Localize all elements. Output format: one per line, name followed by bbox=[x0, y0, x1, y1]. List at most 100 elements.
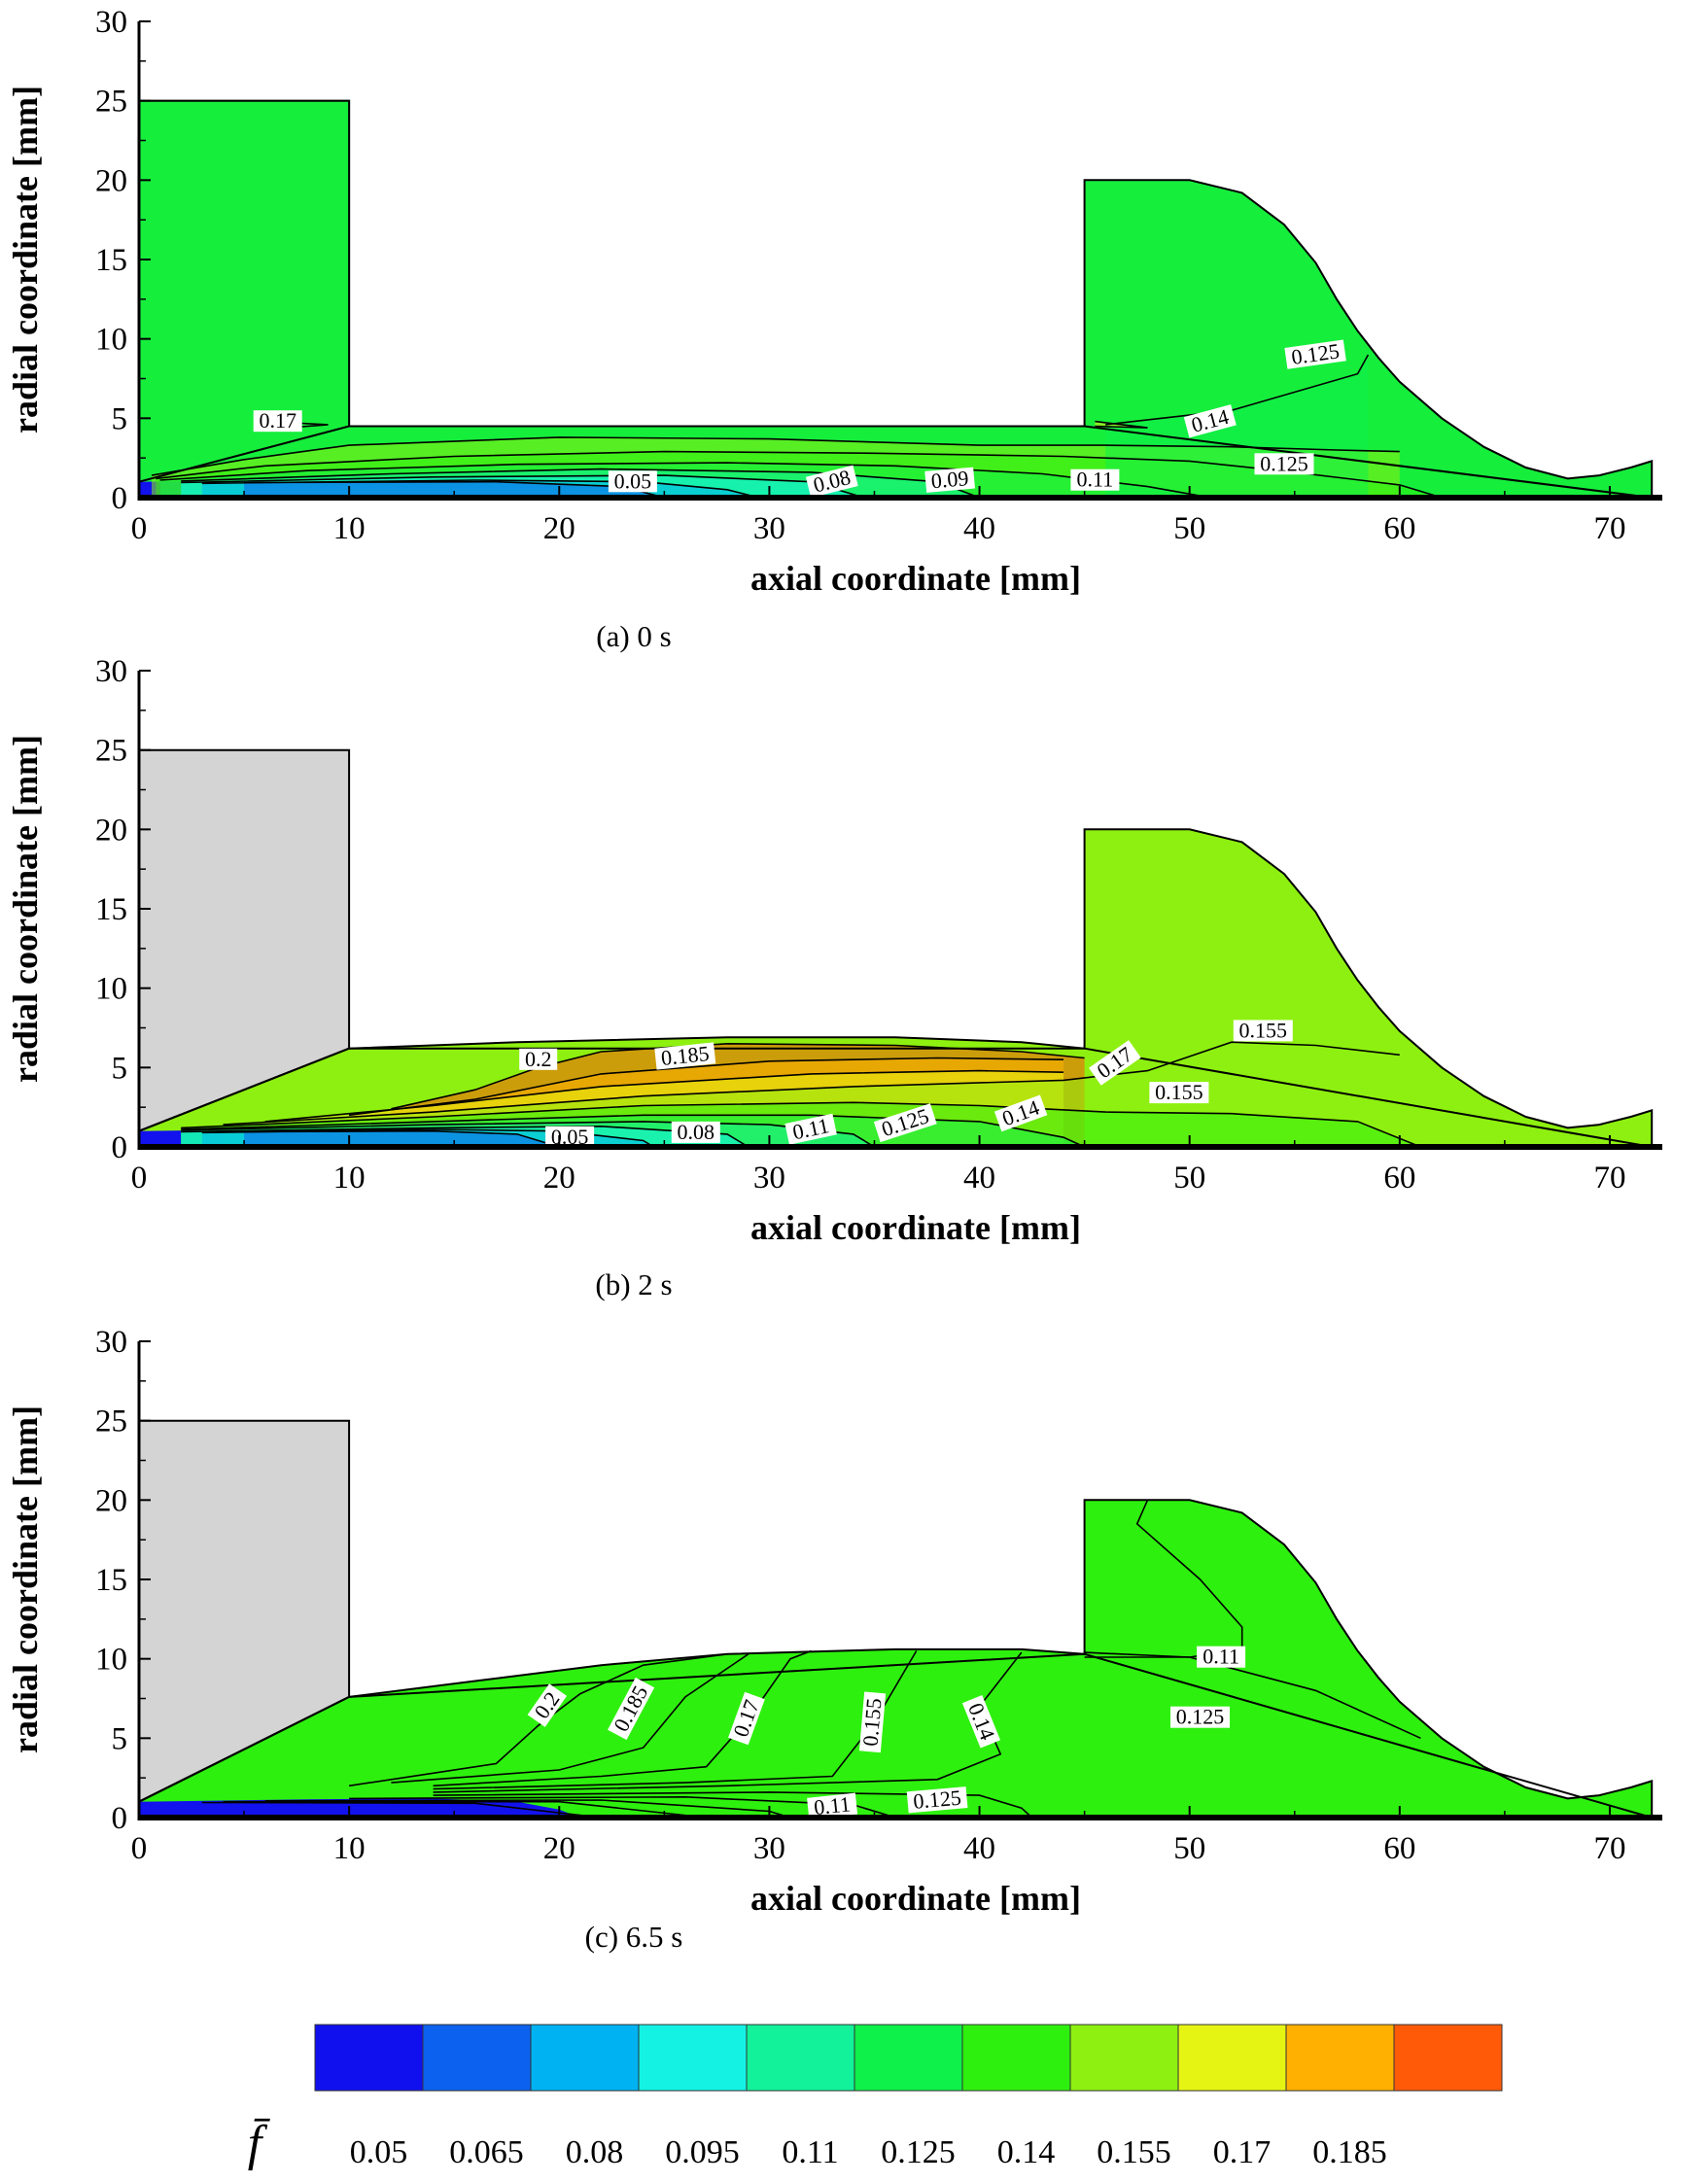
panel-c-contour-label-3: 0.155 bbox=[857, 1691, 887, 1753]
colorbar-swatch-3 bbox=[638, 2024, 748, 2092]
panel-b-contour-line-7 bbox=[181, 1125, 749, 1148]
panel-c-contour-label-bg-1 bbox=[608, 1677, 655, 1741]
panel-b-contour-label-text-4: 0.155 bbox=[1155, 1080, 1203, 1104]
panel-b-contour-label-bg-8 bbox=[671, 1121, 720, 1143]
panel-c-interface-line bbox=[138, 1652, 1653, 1819]
panel-c-contour-label-5: 0.11 bbox=[1197, 1645, 1246, 1669]
panel-b-interface-line bbox=[138, 1047, 1653, 1148]
panel-b-contour-line-5 bbox=[181, 1114, 1085, 1148]
panel-b-contour-label-3: 0.155 bbox=[1233, 1018, 1293, 1042]
panel-a-contour-label-6: 0.09 bbox=[924, 466, 975, 493]
colorbar-swatch-7 bbox=[1069, 2024, 1179, 2092]
colorbar-swatch-5 bbox=[854, 2024, 963, 2092]
panel-b-y-tick-label-1: 5 bbox=[112, 1051, 128, 1086]
panel-a-contour-label-1: 0.125 bbox=[1284, 338, 1346, 369]
panel-c-x-tick-label-6: 60 bbox=[1383, 1831, 1415, 1866]
panel-c-x-tick-label-1: 10 bbox=[333, 1831, 366, 1866]
panel-a-y-axis-title: radial coordinate [mm] bbox=[6, 86, 45, 433]
panel-a-x-tick-label-4: 40 bbox=[963, 511, 995, 546]
panel-c-contour-label-bg-0 bbox=[527, 1683, 568, 1727]
colorbar-swatch-10 bbox=[1393, 2024, 1503, 2092]
panel-b-contour-line-9 bbox=[244, 1129, 560, 1148]
panel-b-x-tick-label-6: 60 bbox=[1383, 1161, 1415, 1196]
panel-b-band-9 bbox=[244, 1130, 560, 1147]
panel-c-x-tick-label-0: 0 bbox=[131, 1831, 148, 1866]
panel-a-contour-label-bg-7 bbox=[1070, 468, 1120, 491]
panel-c-contour-label-bg-6 bbox=[1170, 1706, 1230, 1728]
panel-c-domain-fill bbox=[138, 1499, 1654, 1819]
panel-a-x-tick-label-2: 20 bbox=[543, 511, 575, 546]
panel-c-x-tick-label-2: 20 bbox=[543, 1831, 575, 1866]
panel-b-contour-label-bg-6 bbox=[873, 1103, 937, 1143]
panel-a-contour-label-3: 0.125 bbox=[1254, 451, 1314, 475]
panel-a-y-tick-label-2: 10 bbox=[95, 323, 127, 358]
panel-a-x-tick-label-3: 30 bbox=[753, 511, 785, 546]
panel-a-contour-label-0: 0.17 bbox=[253, 408, 302, 433]
panel-a-contour-label-text-4: 0.05 bbox=[614, 468, 652, 493]
panel-a-contour-label-text-3: 0.125 bbox=[1260, 451, 1308, 475]
colorbar-swatch-4 bbox=[746, 2024, 855, 2092]
colorbar: f̄ 0.05 0.065 0.08 0.095 0.11 0.125 0.14 0.155 0… bbox=[248, 2024, 1503, 2171]
panel-a-contour-label-7: 0.11 bbox=[1070, 468, 1120, 492]
panel-c-x-tick-label-3: 30 bbox=[753, 1831, 785, 1866]
panel-c-contour-line-0 bbox=[348, 1653, 728, 1787]
panel-a-y-tick-label-3: 15 bbox=[95, 243, 127, 278]
panel-b-contour-label-bg-5 bbox=[993, 1094, 1048, 1132]
panel-a-contour-label-bg-4 bbox=[608, 470, 657, 493]
colorbar-tick-label-2: 0.08 bbox=[566, 2134, 624, 2170]
colorbar-swatch-2 bbox=[530, 2024, 640, 2092]
panel-b-contour-label-8: 0.08 bbox=[671, 1120, 720, 1144]
panel-b-x-tick-label-5: 50 bbox=[1173, 1161, 1205, 1196]
panel-a-y-tick-label-4: 20 bbox=[95, 163, 127, 198]
panel-c-x-tick-label-4: 40 bbox=[963, 1831, 995, 1866]
panel-c-contour-line-2 bbox=[433, 1649, 812, 1787]
panel-c-y-tick-label-3: 15 bbox=[95, 1563, 127, 1598]
panel-b-y-tick-label-2: 10 bbox=[95, 972, 127, 1007]
panel-c-contour-label-bg-5 bbox=[1197, 1646, 1246, 1668]
colorbar-tick-label-0: 0.05 bbox=[350, 2134, 408, 2170]
panel-c-contour-label-4: 0.14 bbox=[961, 1694, 1001, 1749]
panel-b-contour-line-1 bbox=[349, 1057, 1064, 1117]
panel-c-contour-label-bg-2 bbox=[728, 1691, 765, 1746]
colorbar-tick-label-1: 0.065 bbox=[449, 2134, 524, 2170]
colorbar-tick-label-7: 0.155 bbox=[1097, 2134, 1171, 2170]
panel-b-y-axis-title: radial coordinate [mm] bbox=[6, 735, 45, 1083]
colorbar-tick-label-4: 0.11 bbox=[782, 2134, 838, 2170]
panel-c-contour-label-bg-3 bbox=[858, 1691, 887, 1753]
panel-b-contour-label-bg-1 bbox=[654, 1042, 716, 1070]
panel-c-contour-line-1 bbox=[391, 1653, 749, 1784]
panel-c-contour-label-bg-4 bbox=[961, 1694, 1001, 1749]
panel-b-contour-line-2 bbox=[264, 1069, 1064, 1123]
panel-a-contour-label-bg-1 bbox=[1284, 339, 1346, 369]
panel-c-contour-label-text-5: 0.11 bbox=[1203, 1645, 1239, 1669]
colorbar-swatch-6 bbox=[961, 2024, 1071, 2092]
panel-a-interface-line bbox=[138, 425, 1653, 499]
panel-a-x-tick-label-0: 0 bbox=[131, 511, 148, 546]
panel-c-contour-label-text-3: 0.155 bbox=[857, 1697, 886, 1747]
panel-b-x-tick-label-7: 70 bbox=[1593, 1161, 1625, 1196]
panel-c-contour-line-8 bbox=[223, 1800, 707, 1819]
panel-b-y-tick-label-0: 0 bbox=[112, 1130, 128, 1165]
panel-b-x-tick-label-4: 40 bbox=[963, 1161, 995, 1196]
panel-b-x-tick-label-1: 10 bbox=[333, 1161, 366, 1196]
panel-a-contour-line-0 bbox=[151, 436, 1400, 476]
panel-a-contour-label-bg-2 bbox=[1183, 404, 1237, 438]
panel-a-y-tick-label-6: 30 bbox=[95, 5, 127, 40]
panel-a-contour-label-text-6: 0.09 bbox=[930, 466, 970, 493]
panel-b-contour-plot: 0.2 0.185 0.170.1550.1550.140.1250.110.080… bbox=[6, 654, 1662, 1247]
caption-panel-c: (c) 6.5 s bbox=[585, 1920, 683, 1954]
panel-b-contour-label-bg-3 bbox=[1233, 1020, 1293, 1042]
panel-c-y-tick-label-6: 30 bbox=[95, 1325, 127, 1360]
panel-c-contour-line-4 bbox=[433, 1651, 1023, 1793]
panel-b-contour-label-4: 0.155 bbox=[1149, 1080, 1209, 1104]
panel-b-y-tick-label-5: 25 bbox=[95, 734, 127, 769]
panel-a-x-tick-label-7: 70 bbox=[1593, 511, 1625, 546]
panel-a-x-tick-label-6: 60 bbox=[1383, 511, 1415, 546]
panel-b-contour-label-bg-4 bbox=[1149, 1082, 1209, 1104]
panel-a-contour-label-bg-6 bbox=[924, 467, 975, 493]
panel-a-x-tick-label-5: 50 bbox=[1173, 511, 1205, 546]
panel-b-y-tick-label-4: 20 bbox=[95, 813, 127, 848]
panel-a-contour-line-6 bbox=[244, 480, 665, 499]
